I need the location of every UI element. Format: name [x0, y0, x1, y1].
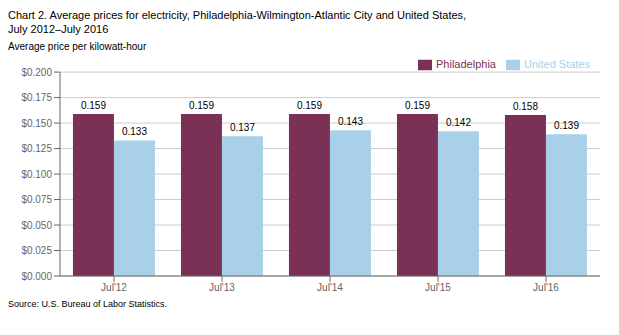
svg-text:0.159: 0.159 [189, 100, 214, 111]
svg-text:$0.075: $0.075 [21, 194, 52, 205]
svg-text:0.159: 0.159 [81, 100, 106, 111]
svg-text:0.159: 0.159 [405, 100, 430, 111]
svg-text:$0.000: $0.000 [21, 271, 52, 282]
html-text:Average price per kilowatt-hou: Average price per kilowatt-hour [8, 41, 147, 52]
svg-text:0.133: 0.133 [122, 126, 147, 137]
svg-text:0.139: 0.139 [554, 120, 579, 131]
html-text:July 2012–July 2016: July 2012–July 2016 [8, 23, 109, 35]
svg-text:0.137: 0.137 [230, 122, 255, 133]
svg-text:$0.050: $0.050 [21, 220, 52, 231]
svg-text:Jul'15: Jul'15 [425, 282, 451, 293]
html-text:Philadelphia: Philadelphia [436, 58, 496, 70]
svg-text:$0.100: $0.100 [21, 169, 52, 180]
html-text:Chart 2. Average prices for el: Chart 2. Average prices for electricity,… [8, 9, 467, 21]
html-text:Source: U.S. Bureau of Labor S: Source: U.S. Bureau of Labor Statistics. [8, 299, 168, 309]
svg-text:$0.025: $0.025 [21, 245, 52, 256]
svg-text:0.159: 0.159 [297, 100, 322, 111]
svg-text:0.142: 0.142 [446, 117, 471, 128]
svg-text:Jul'13: Jul'13 [209, 282, 235, 293]
svg-text:$0.175: $0.175 [21, 92, 52, 103]
svg-text:Jul'14: Jul'14 [317, 282, 343, 293]
html-text:United States: United States [524, 58, 590, 70]
svg-text:0.143: 0.143 [338, 116, 363, 127]
svg-text:0.158: 0.158 [513, 101, 538, 112]
svg-text:$0.125: $0.125 [21, 143, 52, 154]
svg-text:$0.200: $0.200 [21, 67, 52, 78]
svg-text:Jul'16: Jul'16 [533, 282, 559, 293]
svg-text:$0.150: $0.150 [21, 118, 52, 129]
svg-text:Jul'12: Jul'12 [101, 282, 127, 293]
